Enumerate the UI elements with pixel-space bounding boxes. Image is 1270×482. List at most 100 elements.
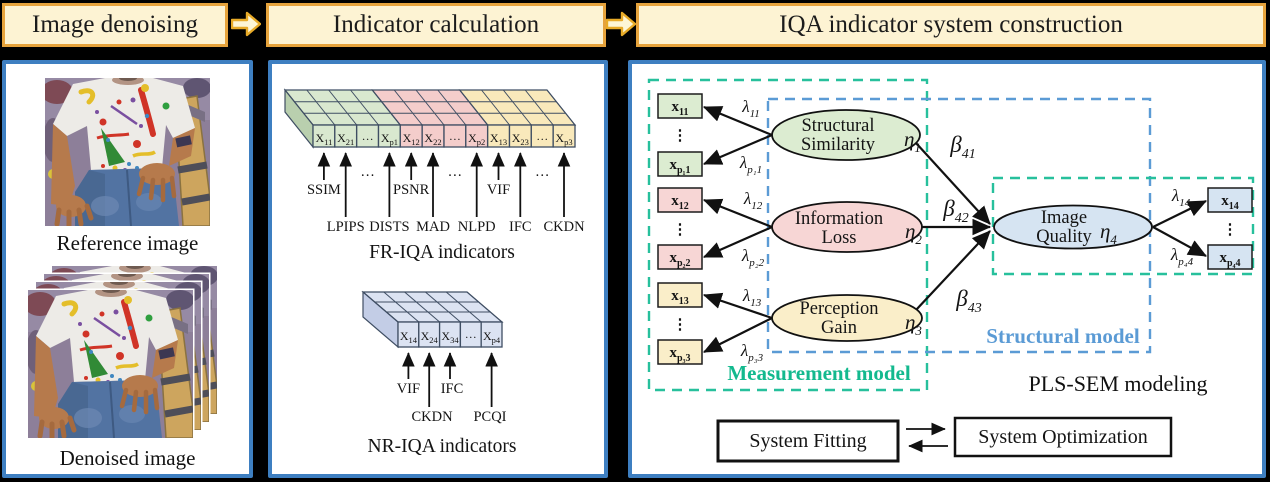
- indicator-x11: x11: [672, 99, 689, 118]
- fr-row-dots: …: [535, 164, 550, 180]
- construct-label-line1: Image: [1041, 208, 1087, 228]
- construct-label-line1: Perception: [799, 299, 878, 319]
- loading-lambda12: λ12: [743, 189, 763, 212]
- iteration-arrows: [906, 422, 948, 453]
- fr-cell-label: X13: [490, 131, 507, 147]
- construct-structural-similarity: [771, 109, 921, 161]
- construct-eta1: η1: [904, 127, 921, 155]
- denoised-image-stack: [28, 266, 219, 440]
- indicator-xp33: xp₃3: [669, 345, 690, 364]
- structural-model-label: Structural model: [986, 324, 1140, 348]
- fr-iqa-array: X11 X21 … Xp1 X12 X22 … Xp2 X13 X23 … Xp…: [283, 88, 577, 149]
- vertical-ellipsis: ⋮: [673, 317, 688, 333]
- label-ckdn: CKDN: [543, 219, 585, 235]
- header-iqa-system-construction-label: IQA indicator system construction: [779, 11, 1123, 38]
- label-vif: VIF: [487, 182, 510, 198]
- fr-row-dots: …: [448, 164, 463, 180]
- indicator-x14: x14: [1221, 193, 1239, 212]
- label-psnr: PSNR: [393, 182, 430, 198]
- photo-layer: [45, 78, 210, 226]
- indicator-xp22: xp₂2: [669, 250, 690, 269]
- fr-cell-label: X23: [512, 131, 529, 147]
- nr-iqa-array: X14 X24 X34 … Xp4: [361, 290, 504, 349]
- indicator-diagram: X11 X21 … Xp1 X12 X22 … Xp2 X13 X23 … Xp…: [283, 88, 585, 457]
- fr-cell-label: X11: [315, 131, 332, 147]
- fr-arrows: [317, 152, 571, 217]
- nr-iqa-caption: NR-IQA indicators: [368, 436, 517, 457]
- loading-arrows: [702, 105, 1207, 353]
- indicator-x12: x12: [671, 193, 689, 212]
- fr-row-dots: …: [360, 164, 375, 180]
- nr-front-cells: [397, 321, 503, 348]
- label-lpips: LPIPS: [327, 219, 365, 235]
- fr-cell-label: X21: [337, 131, 354, 147]
- fr-cell-dots: …: [449, 129, 461, 143]
- reference-image: [45, 78, 210, 226]
- loading-lambdap33: λp₃3: [740, 341, 764, 364]
- construct-eta4: η4: [1100, 219, 1117, 247]
- construct-label-line2: Quality: [1036, 227, 1092, 247]
- panel-image-denoising: Reference image Denoised image: [2, 60, 253, 478]
- fr-cell-dots: …: [362, 129, 374, 143]
- pls-sem-modeling-label: PLS-SEM modeling: [1028, 371, 1207, 396]
- system-fitting-box: [716, 419, 900, 463]
- photo-layer: [28, 288, 195, 440]
- nr-cell-label: X34: [441, 329, 459, 345]
- flow-arrow-shape: [606, 11, 636, 37]
- fr-cell-label: Xp3: [555, 131, 572, 147]
- vertical-ellipsis: ⋮: [673, 222, 688, 238]
- loading-lambdap22: λp₂2: [741, 246, 765, 269]
- construct-image-quality: [993, 204, 1153, 250]
- system-fitting-label: System Fitting: [749, 430, 866, 452]
- label-ifc-nr: IFC: [441, 381, 464, 397]
- construct-label-line1: Structural: [802, 116, 875, 136]
- header-iqa-system-construction: IQA indicator system construction: [636, 3, 1266, 47]
- nr-arrows: [402, 352, 498, 407]
- fr-cell-label: Xp2: [468, 131, 485, 147]
- construct-perception-gain: [771, 294, 923, 342]
- label-nlpd: NLPD: [458, 219, 496, 235]
- denoised-image-caption: Denoised image: [59, 446, 196, 470]
- path-beta41: β41: [949, 132, 975, 162]
- label-dists: DISTS: [369, 219, 409, 235]
- path-arrows: [915, 142, 992, 311]
- indicator-x13: x13: [671, 288, 689, 307]
- measurement-model-frame: [647, 78, 929, 392]
- indicator-xp44: xp₄4: [1219, 250, 1240, 269]
- panel-indicator-calculation: X11 X21 … Xp1 X12 X22 … Xp2 X13 X23 … Xp…: [268, 60, 608, 478]
- label-pcqi-nr: PCQI: [473, 409, 506, 425]
- fr-cell-dots: …: [536, 129, 548, 143]
- header-image-denoising: Image denoising: [2, 3, 228, 47]
- construct-eta3: η3: [905, 310, 922, 338]
- label-vif-nr: VIF: [397, 381, 420, 397]
- system-optimization-box: [953, 416, 1173, 458]
- nr-cell-label: X14: [400, 329, 418, 345]
- loading-lambda14: λ14: [1171, 186, 1191, 209]
- nr-cell-label: Xp4: [483, 329, 501, 345]
- construct-label-line2: Gain: [821, 318, 857, 338]
- flow-arrow-shape: [231, 11, 261, 37]
- header-image-denoising-label: Image denoising: [32, 11, 198, 38]
- panel-iqa-system-construction: x11 xp₁1 x12 xp₂2 x13 xp₃3 ⋮ ⋮ ⋮ x14 xp₄…: [628, 60, 1266, 478]
- fr-cell-label: X22: [424, 131, 441, 147]
- header-indicator-calculation: Indicator calculation: [266, 3, 606, 47]
- fr-cell-label: X12: [403, 131, 420, 147]
- system-optimization-label: System Optimization: [978, 426, 1147, 448]
- vertical-ellipsis: ⋮: [1223, 222, 1238, 238]
- header-indicator-calculation-label: Indicator calculation: [332, 11, 540, 38]
- output-measurement-frame: [991, 176, 1255, 276]
- loading-lambda11: λ11: [741, 97, 760, 120]
- indicator-boxes-left: [657, 93, 703, 365]
- measurement-model-label: Measurement model: [727, 361, 910, 385]
- pls-sem-diagram: x11 xp₁1 x12 xp₂2 x13 xp₃3 ⋮ ⋮ ⋮ x14 xp₄…: [647, 78, 1255, 463]
- construct-label-line2: Similarity: [801, 135, 876, 155]
- indicator-boxes-right: [1207, 187, 1253, 270]
- construct-information-loss: [771, 201, 923, 253]
- fr-cell-label: Xp1: [381, 131, 398, 147]
- flow-arrow-icon: [231, 11, 261, 37]
- vertical-ellipsis: ⋮: [673, 128, 688, 144]
- label-ssim: SSIM: [307, 182, 341, 198]
- path-beta42: β42: [942, 196, 968, 226]
- construct-label-line1: Information: [795, 209, 883, 229]
